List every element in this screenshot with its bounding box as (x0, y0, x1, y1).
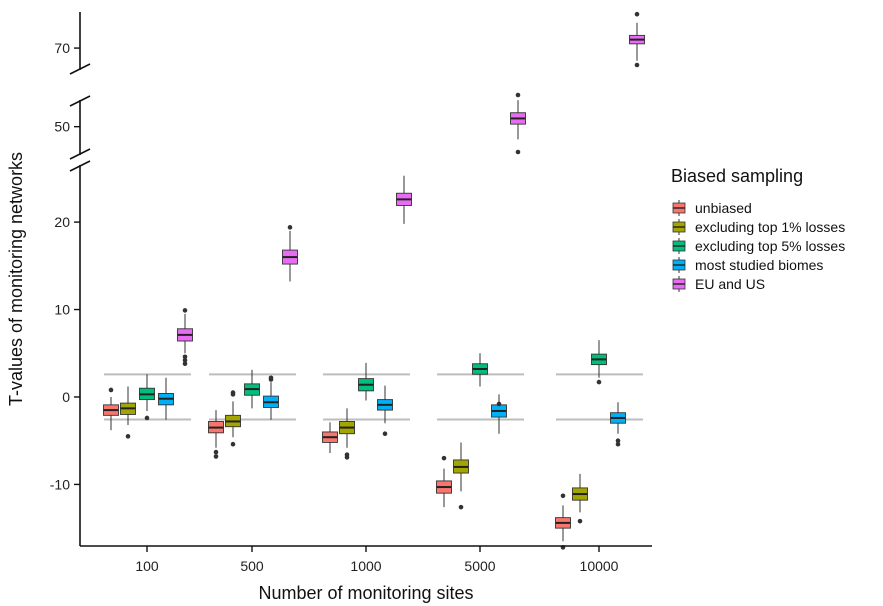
break-mark (69, 63, 91, 75)
legend-item: most studied biomes (672, 257, 823, 273)
outlier-point (634, 62, 640, 68)
box-excluding-top-5-losses (139, 374, 155, 421)
break-mark (69, 95, 91, 107)
y-axis-ticks: 70 50 20 10 0 -10 (50, 40, 80, 492)
outlier-point (268, 375, 274, 381)
outlier-point (615, 438, 621, 443)
box-most-studied-biomes (491, 394, 507, 434)
outlier-point (577, 518, 583, 524)
legend-label: most studied biomes (695, 257, 823, 273)
box-excluding-top-5-losses (358, 362, 374, 401)
axis-gap (72, 155, 88, 165)
legend-label: EU and US (695, 276, 765, 292)
outlier-point (108, 387, 114, 393)
x-tick-label: 1000 (350, 558, 381, 574)
box-excluding-top-5-losses (472, 353, 488, 387)
outlier-point (287, 225, 293, 230)
outlier-point (458, 504, 464, 510)
legend-item: excluding top 5% losses (672, 238, 845, 254)
legend-label: excluding top 1% losses (695, 219, 845, 235)
legend-item: excluding top 1% losses (672, 219, 845, 235)
legend: Biased sampling unbiased excluding top 1%… (671, 166, 845, 292)
box-excluding-top-1-losses (120, 386, 136, 439)
outlier-point (230, 392, 236, 397)
y-tick-label: 70 (54, 40, 70, 56)
legend-item: unbiased (672, 200, 752, 216)
y-tick-label: 0 (62, 389, 70, 405)
box-unbiased (322, 422, 338, 453)
y-axis-title: T-values of monitoring networks (6, 152, 26, 406)
box-unbiased (103, 387, 119, 431)
y-tick-label: 20 (54, 214, 70, 230)
legend-label: excluding top 5% losses (695, 238, 845, 254)
box-unbiased (436, 455, 452, 508)
x-tick-label: 100 (135, 558, 159, 574)
outlier-point (596, 379, 602, 385)
x-axis-ticks: 100 500 1000 5000 10000 (135, 546, 619, 574)
x-axis-title: Number of monitoring sites (258, 583, 473, 603)
box-excluding-top-1-losses (572, 473, 588, 524)
box-excluding-top-5-losses (244, 369, 260, 409)
outlier-point (125, 434, 131, 439)
outlier-point (634, 11, 640, 17)
axis-gap (72, 70, 88, 100)
legend-title: Biased sampling (671, 166, 803, 186)
outlier-point (441, 455, 447, 461)
y-tick-label: 10 (54, 302, 70, 318)
outlier-point (182, 354, 188, 360)
outlier-point (382, 431, 388, 437)
outlier-point (515, 149, 521, 155)
box-eu-and-us (177, 308, 193, 367)
outlier-point (213, 449, 219, 455)
outlier-point (344, 455, 350, 460)
outlier-point (144, 415, 150, 421)
legend-label: unbiased (695, 200, 752, 216)
outlier-point (615, 441, 621, 447)
x-tick-label: 5000 (464, 558, 495, 574)
axes (79, 12, 652, 547)
box-eu-and-us (282, 225, 298, 282)
break-mark (69, 160, 91, 172)
outlier-point (213, 454, 219, 459)
box-eu-and-us (510, 92, 526, 155)
box-eu-and-us (629, 11, 645, 68)
y-tick-label: -10 (50, 476, 70, 492)
x-tick-label: 10000 (580, 558, 619, 574)
axis-break-marks (69, 63, 91, 172)
box-excluding-top-1-losses (225, 390, 241, 447)
box-most-studied-biomes (377, 385, 393, 437)
box-excluding-top-1-losses (339, 408, 355, 460)
break-mark (69, 148, 91, 160)
outlier-point (182, 308, 188, 313)
box-most-studied-biomes (263, 375, 279, 420)
box-eu-and-us (396, 175, 412, 224)
box-most-studied-biomes (158, 377, 174, 420)
box-excluding-top-5-losses (591, 340, 607, 385)
box-unbiased (555, 493, 571, 550)
outlier-point (560, 493, 566, 499)
legend-items: unbiased excluding top 1% losses excluding… (672, 200, 845, 292)
box-excluding-top-1-losses (453, 442, 469, 510)
box-plots (103, 11, 645, 550)
box-unbiased (208, 410, 224, 459)
outlier-point (230, 441, 236, 447)
x-tick-label: 500 (240, 558, 264, 574)
outlier-point (182, 357, 188, 363)
outlier-point (496, 401, 502, 407)
legend-item: EU and US (672, 276, 765, 292)
outlier-point (515, 92, 521, 98)
y-tick-label: 50 (54, 119, 70, 135)
box-most-studied-biomes (610, 402, 626, 447)
outlier-point (182, 361, 188, 367)
